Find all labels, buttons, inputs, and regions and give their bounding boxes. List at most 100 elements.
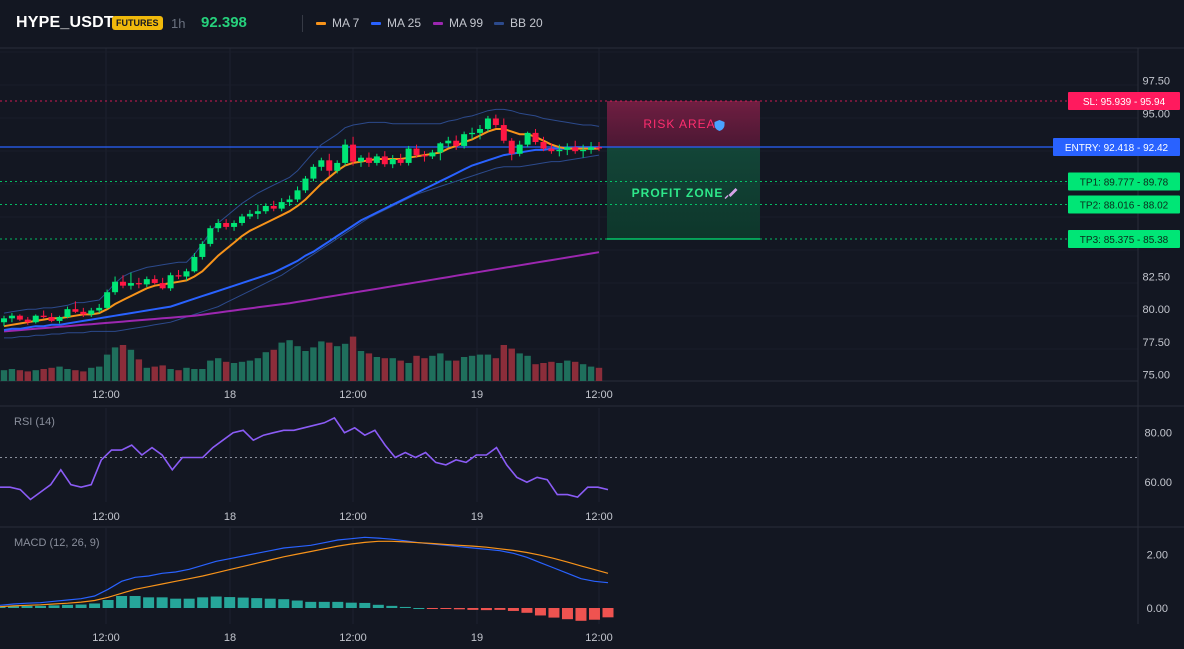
volume-bar xyxy=(445,360,452,381)
volume-bar xyxy=(349,336,357,381)
candle-body xyxy=(159,283,166,289)
candle-body xyxy=(492,118,499,126)
candle-body xyxy=(8,315,15,319)
volume-bar xyxy=(254,358,262,381)
legend-swatch xyxy=(433,21,443,25)
volume-bar xyxy=(564,360,571,381)
price-axis-tick: 97.50 xyxy=(1142,76,1170,88)
volume-bar xyxy=(437,353,444,381)
ma99-line xyxy=(3,251,600,333)
volume-bar xyxy=(453,360,460,381)
volume-bar xyxy=(389,358,396,381)
legend-label: BB 20 xyxy=(510,16,543,30)
time-axis-tick: 12:00 xyxy=(92,632,120,644)
header-divider xyxy=(302,15,303,32)
level-label-text: TP3: 85.375 - 85.38 xyxy=(1080,235,1169,246)
volume-bar xyxy=(207,360,214,381)
level-label-text: TP1: 89.777 - 89.78 xyxy=(1080,178,1169,189)
volume-bar xyxy=(500,345,507,381)
candle-body xyxy=(127,283,134,286)
last-price: 92.398 xyxy=(201,14,247,31)
candle-body xyxy=(104,292,111,308)
candle-body xyxy=(40,315,47,318)
macd-histogram-bar xyxy=(305,601,317,608)
volume-bar xyxy=(484,354,492,381)
volume-bar xyxy=(8,369,16,381)
volume-bar xyxy=(334,346,341,381)
candle-body xyxy=(262,206,269,212)
volume-bar xyxy=(572,361,579,381)
volume-bar xyxy=(413,355,420,381)
candle-body xyxy=(413,148,420,156)
legend-bb20[interactable]: BB 20 xyxy=(494,16,543,30)
candle-body xyxy=(48,317,55,321)
symbol-name[interactable]: HYPE_USDT xyxy=(16,14,114,31)
candle-body xyxy=(516,144,523,154)
price-axis-tick: 77.50 xyxy=(1142,337,1170,349)
macd-axis-tick: 0.00 xyxy=(1147,603,1168,615)
volume-bar xyxy=(0,370,8,381)
candle-body xyxy=(151,279,158,284)
macd-histogram-bar xyxy=(129,596,141,608)
shield-icon xyxy=(714,120,725,132)
candle-body xyxy=(334,162,341,171)
volume-bar xyxy=(238,361,246,381)
candle-body xyxy=(381,156,388,165)
macd-histogram-bar xyxy=(507,608,519,611)
candle-body xyxy=(96,307,103,311)
candle-body xyxy=(429,152,436,157)
legend-label: MA 99 xyxy=(449,16,484,30)
volume-bar xyxy=(508,348,515,381)
price-axis-tick: 82.50 xyxy=(1142,272,1170,284)
legend-ma25[interactable]: MA 25 xyxy=(371,16,421,30)
macd-histogram-bar xyxy=(75,604,87,608)
candle-body xyxy=(16,315,23,320)
candle-body xyxy=(120,281,126,286)
volume-bar xyxy=(365,353,373,381)
macd-histogram-bar xyxy=(548,608,560,618)
volume-bar xyxy=(421,358,428,381)
risk-area-label: RISK AREA xyxy=(643,117,715,131)
candle-body xyxy=(421,155,428,157)
candle-body xyxy=(183,271,190,277)
candle-body xyxy=(1,318,7,323)
volume-bar xyxy=(310,347,317,381)
chart-header: HYPE_USDT FUTURES 1h 92.398 MA 7 MA 25 M… xyxy=(0,0,1184,48)
macd-histogram-bar xyxy=(575,608,587,621)
macd-signal-line xyxy=(0,540,609,608)
legend-ma7[interactable]: MA 7 xyxy=(316,16,359,30)
macd-histogram-bar xyxy=(494,608,506,610)
candle-body xyxy=(397,159,404,163)
level-lines xyxy=(0,100,1138,240)
candle-body xyxy=(24,319,31,323)
volume-bar xyxy=(96,366,103,381)
volume-bar xyxy=(88,367,95,381)
volume-bar xyxy=(127,349,135,381)
volume-bar xyxy=(167,369,174,381)
macd-histogram-bar xyxy=(102,600,114,608)
volume-bar xyxy=(191,369,198,381)
macd-histogram-bar xyxy=(372,604,384,608)
volume-bar xyxy=(16,370,24,381)
volume-bar xyxy=(532,364,539,381)
volume-bar xyxy=(32,370,39,381)
macd-histogram-bar xyxy=(440,608,452,609)
volume-bar xyxy=(468,355,476,381)
time-axis-tick: 12:00 xyxy=(339,632,367,644)
futures-badge: FUTURES xyxy=(112,16,163,30)
macd-pane-title: MACD (12, 26, 9) xyxy=(14,537,100,549)
volume-bar xyxy=(373,357,381,381)
macd-histogram-bar xyxy=(143,597,155,608)
timeframe-selector[interactable]: 1h xyxy=(171,16,186,31)
candle-body xyxy=(64,309,71,318)
volume-bar xyxy=(48,367,55,381)
ma7-line xyxy=(3,128,599,328)
volume-bar xyxy=(246,360,254,381)
candle-body xyxy=(318,160,325,167)
legend-ma99[interactable]: MA 99 xyxy=(433,16,483,30)
level-label-bg xyxy=(1068,195,1180,214)
macd-histogram-bar xyxy=(210,596,222,608)
volume-bar xyxy=(103,354,111,381)
candle-body xyxy=(88,310,95,315)
